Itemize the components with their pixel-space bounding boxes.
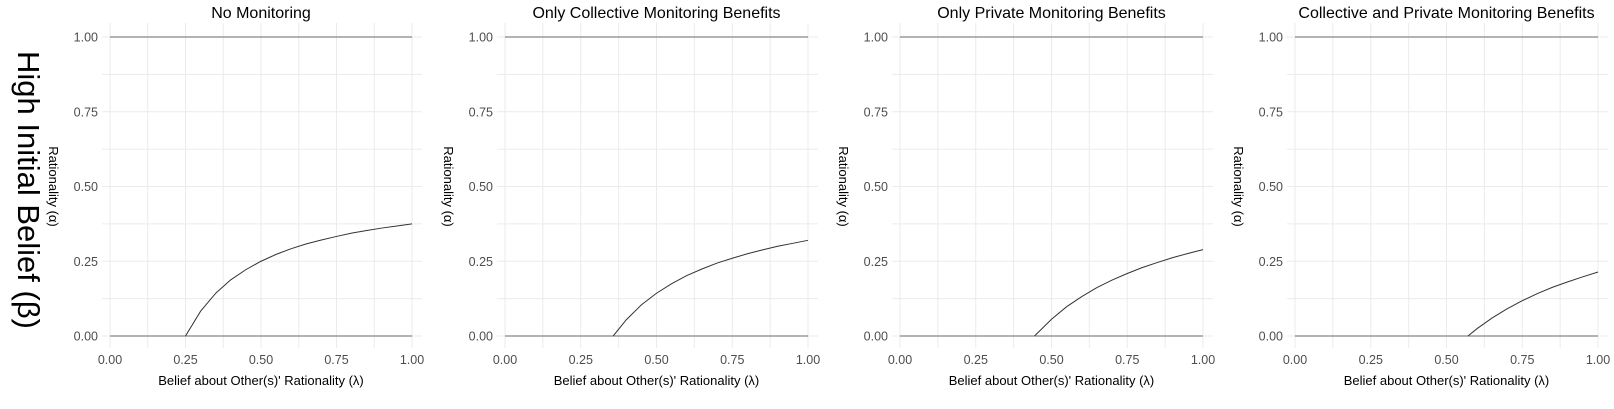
y-tick-label: 0.75 bbox=[1259, 105, 1283, 119]
y-axis-label: Rationality (α) bbox=[441, 146, 456, 226]
x-tick-label: 0.75 bbox=[1115, 353, 1139, 367]
y-tick-label: 0.25 bbox=[469, 255, 493, 269]
x-tick-label: 1.00 bbox=[1586, 353, 1610, 367]
y-tick-label: 0.00 bbox=[864, 330, 888, 344]
threshold-curve bbox=[185, 223, 413, 337]
y-tick-label: 0.25 bbox=[864, 255, 888, 269]
x-axis-label: Belief about Other(s)' Rationality (λ) bbox=[949, 373, 1155, 388]
x-tick-label: 0.00 bbox=[493, 353, 517, 367]
y-tick-label: 1.00 bbox=[74, 31, 98, 45]
x-tick-label: 0.25 bbox=[964, 353, 988, 367]
y-tick-label: 1.00 bbox=[864, 31, 888, 45]
x-tick-label: 0.25 bbox=[569, 353, 593, 367]
y-axis-label: Rationality (α) bbox=[836, 146, 851, 226]
chart-panel-3: Only Private Monitoring Benefits 0.00 0.25… bbox=[836, 5, 1215, 388]
threshold-curve bbox=[1467, 271, 1599, 337]
x-tick-label: 0.25 bbox=[173, 353, 197, 367]
panel-title: Only Private Monitoring Benefits bbox=[937, 5, 1166, 22]
y-axis-label: Rationality (α) bbox=[46, 146, 61, 226]
x-axis-label: Belief about Other(s)' Rationality (λ) bbox=[554, 373, 760, 388]
x-axis-label: Belief about Other(s)' Rationality (λ) bbox=[158, 373, 364, 388]
chart-panel-4: Collective and Private Monitoring Benefi… bbox=[1231, 5, 1610, 388]
threshold-curve bbox=[1034, 249, 1204, 337]
y-tick-label: 0.50 bbox=[469, 180, 493, 194]
x-tick-label: 0.50 bbox=[1039, 353, 1063, 367]
chart-panel-1: No Monitoring 0.00 0.25 0.50 0.75 1.00 Rationa… bbox=[46, 5, 424, 388]
y-tick-label: 0.00 bbox=[1259, 330, 1283, 344]
x-tick-label: 0.50 bbox=[249, 353, 273, 367]
x-tick-label: 0.00 bbox=[98, 353, 122, 367]
x-tick-label: 1.00 bbox=[1191, 353, 1215, 367]
x-tick-label: 0.75 bbox=[324, 353, 348, 367]
x-tick-label: 0.25 bbox=[1359, 353, 1383, 367]
y-tick-label: 0.75 bbox=[469, 105, 493, 119]
x-tick-label: 1.00 bbox=[400, 353, 424, 367]
x-tick-label: 0.50 bbox=[1434, 353, 1458, 367]
row-label: High Initial Belief (β) bbox=[11, 51, 46, 329]
y-tick-label: 0.50 bbox=[74, 180, 98, 194]
y-tick-label: 0.25 bbox=[1259, 255, 1283, 269]
panel-title: No Monitoring bbox=[211, 5, 311, 22]
y-axis-label: Rationality (α) bbox=[1231, 146, 1246, 226]
y-tick-label: 0.50 bbox=[1259, 180, 1283, 194]
y-tick-label: 0.00 bbox=[469, 330, 493, 344]
x-axis-label: Belief about Other(s)' Rationality (λ) bbox=[1344, 373, 1550, 388]
x-tick-label: 0.00 bbox=[888, 353, 912, 367]
y-tick-label: 0.00 bbox=[74, 330, 98, 344]
y-tick-label: 1.00 bbox=[469, 31, 493, 45]
x-tick-label: 1.00 bbox=[796, 353, 820, 367]
panel-title: Collective and Private Monitoring Benefi… bbox=[1298, 5, 1594, 22]
y-tick-label: 1.00 bbox=[1259, 31, 1283, 45]
chart-panel-2: Only Collective Monitoring Benefits0.000… bbox=[441, 5, 820, 388]
x-tick-label: 0.50 bbox=[644, 353, 668, 367]
x-tick-label: 0.75 bbox=[1510, 353, 1534, 367]
y-tick-label: 0.50 bbox=[864, 180, 888, 194]
threshold-curve bbox=[612, 239, 809, 337]
y-tick-label: 0.75 bbox=[864, 105, 888, 119]
y-tick-label: 0.75 bbox=[74, 105, 98, 119]
y-tick-label: 0.25 bbox=[74, 255, 98, 269]
panel-title: Only Collective Monitoring Benefits bbox=[532, 5, 780, 22]
x-tick-label: 0.75 bbox=[720, 353, 744, 367]
x-tick-label: 0.00 bbox=[1283, 353, 1307, 367]
